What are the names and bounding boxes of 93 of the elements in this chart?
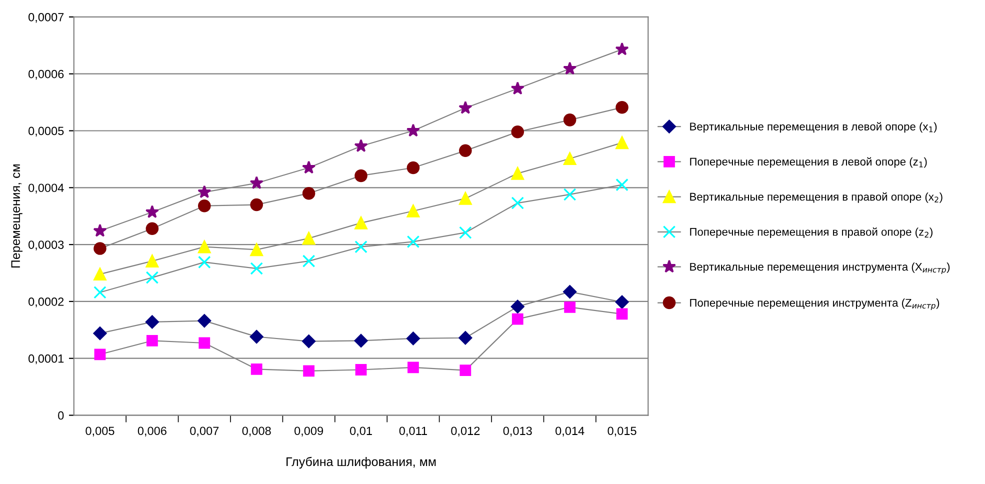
point	[406, 204, 420, 218]
point	[198, 199, 211, 212]
x-tick-label: 0,006	[138, 426, 166, 436]
point	[511, 125, 524, 138]
point	[93, 224, 107, 237]
x-tick-label: 0,013	[503, 426, 532, 436]
x-tick-label: 0,007	[190, 426, 219, 436]
point	[303, 365, 314, 377]
point	[616, 178, 628, 192]
point	[510, 82, 524, 95]
point	[458, 331, 472, 345]
y-tick-label: 0,0001	[28, 354, 64, 364]
point	[406, 332, 420, 346]
legend-label: Поперечные перемещения инструмента (Z$_{инстр}$)	[690, 298, 940, 310]
point	[146, 222, 159, 236]
x-tick-label: 0,014	[556, 426, 584, 436]
point	[302, 254, 316, 268]
y-tick-label: 0,0003	[28, 240, 64, 250]
point	[145, 315, 159, 329]
point	[563, 152, 576, 166]
point	[146, 254, 159, 268]
y-tick-label: 0,0006	[28, 70, 64, 80]
point	[198, 337, 210, 349]
point	[198, 314, 212, 328]
point	[250, 176, 264, 189]
point	[615, 42, 629, 56]
point	[94, 348, 106, 360]
point	[198, 240, 211, 254]
point	[511, 196, 524, 210]
x-tick-label: 0,011	[399, 426, 427, 436]
point	[616, 136, 628, 150]
point	[406, 235, 420, 248]
point	[459, 192, 472, 205]
point	[250, 363, 262, 375]
point	[564, 301, 576, 313]
point	[563, 62, 577, 75]
y-axis-title: Перемещения, см	[11, 164, 22, 268]
point	[408, 362, 419, 374]
point	[250, 243, 263, 256]
point	[302, 334, 316, 348]
point	[146, 271, 159, 284]
point	[354, 334, 368, 348]
point	[459, 144, 472, 158]
point	[511, 167, 524, 180]
point	[354, 169, 368, 182]
y-tick-label: 0	[58, 411, 64, 420]
legend-label: Поперечные перемещения в правой опоре (z$_{2}$)	[690, 227, 932, 238]
point	[616, 101, 628, 114]
point	[460, 364, 472, 376]
point	[250, 330, 264, 344]
point	[145, 205, 159, 218]
point	[459, 226, 472, 239]
point	[510, 300, 524, 314]
point	[563, 188, 576, 201]
point	[94, 268, 106, 281]
point	[563, 285, 577, 299]
point	[302, 232, 316, 245]
x-axis-title: Глубина шлифования, мм	[286, 456, 436, 469]
point	[616, 308, 628, 320]
point	[146, 335, 158, 346]
legend-label: Поперечные перемещения в левой опоре (z$_{1}$)	[690, 157, 927, 168]
point	[355, 364, 367, 376]
y-tick-label: 0,0007	[28, 12, 64, 23]
point	[93, 326, 107, 340]
point	[354, 139, 368, 152]
point	[302, 160, 316, 174]
point	[458, 100, 472, 114]
legend-label: Вертикальные перемещения в правой опоре (x$_{2}$)	[690, 192, 942, 203]
point	[94, 242, 106, 255]
legend-label: Вертикальные перемещения в левой опоре (x$_{1}$)	[690, 122, 937, 133]
point	[354, 216, 368, 230]
x-tick-label: 0,008	[242, 426, 271, 436]
x-tick-label: 0,012	[451, 426, 480, 436]
point	[354, 240, 368, 254]
point	[250, 262, 263, 275]
x-tick-label: 0,009	[294, 426, 324, 436]
point	[615, 295, 629, 309]
point	[250, 198, 263, 212]
point	[406, 124, 420, 137]
y-tick-label: 0,0002	[28, 297, 64, 308]
point	[302, 186, 316, 200]
legend-label: Вертикальные перемещения инструмента (X$_{инстр}$)	[690, 262, 950, 274]
x-tick-label: 0,015	[608, 426, 636, 436]
x-tick-label: 0,005	[86, 426, 114, 436]
point	[198, 185, 212, 198]
y-tick-label: 0,0005	[28, 126, 64, 137]
y-tick-label: 0,0004	[28, 184, 64, 194]
point	[198, 256, 211, 269]
point	[512, 313, 524, 325]
point	[94, 286, 106, 299]
point	[563, 114, 576, 126]
point	[406, 161, 420, 174]
x-tick-label: 0,01	[350, 426, 372, 436]
